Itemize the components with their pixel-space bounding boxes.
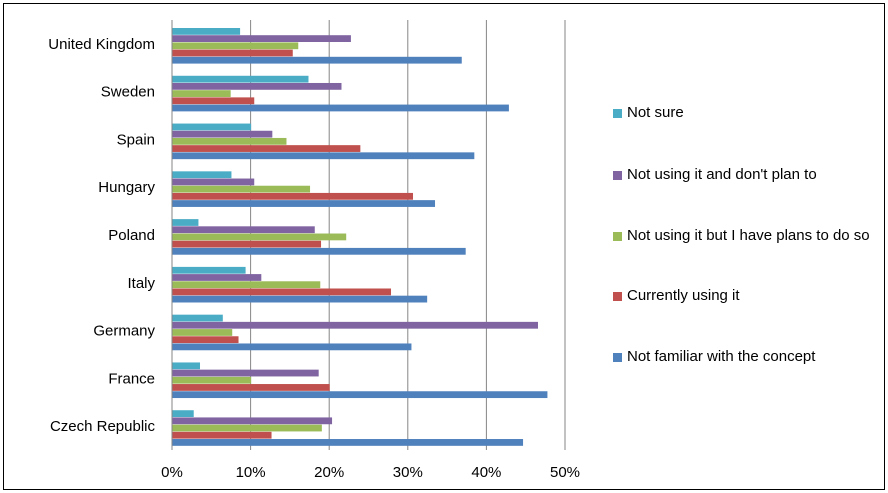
- bar: [172, 192, 414, 200]
- category-label: Italy: [127, 275, 155, 292]
- x-tick-label: 20%: [314, 464, 344, 481]
- category-label: Czech Republic: [50, 418, 156, 435]
- category-label: Poland: [108, 227, 155, 244]
- bar: [172, 369, 319, 377]
- bar: [172, 376, 252, 384]
- bar: [172, 42, 299, 50]
- category-label: France: [108, 370, 155, 387]
- bar: [172, 439, 524, 446]
- category-label: Germany: [93, 323, 155, 340]
- x-tick-label: 10%: [236, 464, 266, 481]
- bar: [172, 233, 347, 241]
- bar: [172, 336, 239, 344]
- bar: [172, 137, 287, 145]
- bar: [172, 281, 321, 289]
- bar: [172, 56, 462, 64]
- bar: [172, 431, 272, 439]
- bar: [172, 104, 509, 112]
- bar: [172, 49, 293, 57]
- bar: [172, 178, 255, 186]
- bar: [172, 90, 231, 97]
- bar: [172, 362, 201, 370]
- bar: [172, 391, 548, 399]
- category-label: Spain: [117, 131, 155, 148]
- bar: [172, 28, 241, 35]
- bar: [172, 247, 466, 255]
- legend-label: Not using it but I have plans to do so: [627, 227, 870, 244]
- bar: [172, 219, 199, 226]
- chart-frame: [3, 3, 885, 490]
- bar: [172, 82, 342, 90]
- bar: [172, 410, 194, 418]
- bar: [172, 123, 252, 131]
- legend-item: Not using it and don't plan to: [613, 165, 817, 185]
- bar: [172, 145, 361, 152]
- bar: [172, 75, 309, 83]
- legend-item: Not using it but I have plans to do so: [613, 226, 870, 246]
- category-label: Hungary: [98, 179, 155, 196]
- bar: [172, 329, 233, 336]
- bar: [172, 171, 232, 179]
- legend-label: Not familiar with the concept: [627, 348, 816, 365]
- bar: [172, 152, 475, 160]
- bar: [172, 288, 392, 296]
- legend-swatch: [613, 292, 622, 301]
- legend-swatch: [613, 171, 622, 180]
- legend-swatch: [613, 109, 622, 118]
- bar: [172, 384, 330, 391]
- bar: [172, 343, 412, 351]
- bar: [172, 240, 322, 248]
- legend-swatch: [613, 353, 622, 362]
- x-tick-label: 0%: [161, 464, 183, 481]
- legend-label: Currently using it: [627, 287, 740, 304]
- legend-swatch: [613, 232, 622, 241]
- bar: [172, 314, 223, 322]
- category-label: United Kingdom: [48, 36, 155, 53]
- bar: [172, 185, 311, 193]
- x-tick-label: 50%: [550, 464, 580, 481]
- x-tick-label: 30%: [393, 464, 423, 481]
- legend-item: Not familiar with the concept: [613, 347, 815, 367]
- bar: [172, 295, 428, 303]
- bar: [172, 274, 262, 281]
- legend-label: Not sure: [627, 104, 684, 121]
- x-tick-labels: 0% 10% 20% 30% 40% 50%: [161, 464, 580, 481]
- x-tick-label: 40%: [471, 464, 501, 481]
- bar: [172, 226, 315, 234]
- legend-item: Not sure: [613, 103, 684, 123]
- bar: [172, 424, 322, 432]
- bar: [172, 321, 538, 329]
- category-label: Sweden: [101, 84, 155, 101]
- y-category-labels: United Kingdom Sweden Spain Hungary Poland It…: [48, 36, 155, 435]
- bar: [172, 266, 246, 274]
- bar: [172, 200, 436, 207]
- bars: [172, 28, 548, 446]
- legend-label: Not using it and don't plan to: [627, 166, 817, 183]
- legend-item: Currently using it: [613, 286, 740, 306]
- bar: [172, 97, 255, 105]
- bar: [172, 35, 351, 42]
- bar: [172, 130, 273, 138]
- bar: [172, 417, 333, 425]
